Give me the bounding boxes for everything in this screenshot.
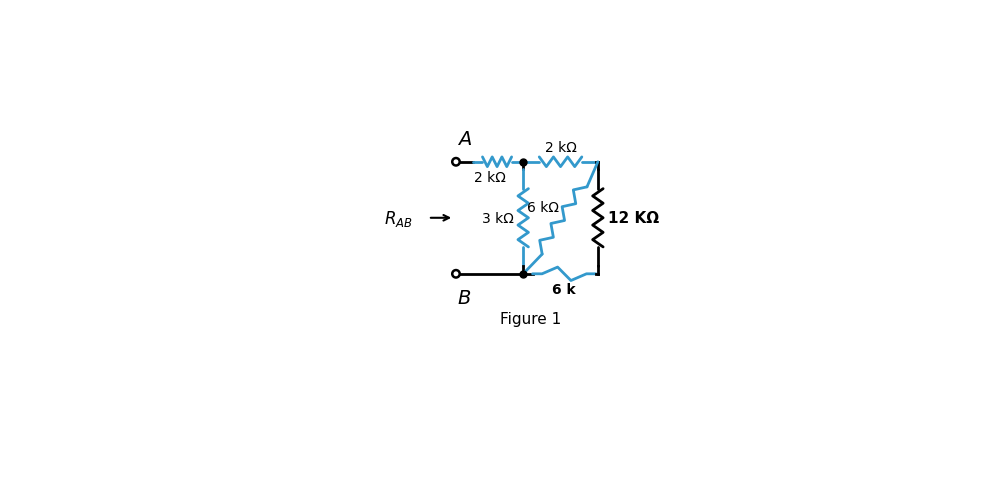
- Text: 2 kΩ: 2 kΩ: [544, 140, 576, 154]
- Text: 6 kΩ: 6 kΩ: [526, 201, 558, 214]
- Text: 2 kΩ: 2 kΩ: [474, 171, 505, 184]
- Text: B: B: [458, 288, 472, 307]
- Text: A: A: [458, 129, 472, 148]
- Text: 6 k: 6 k: [552, 283, 576, 296]
- Text: 3 kΩ: 3 kΩ: [482, 212, 513, 226]
- Text: 12 KΩ: 12 KΩ: [608, 211, 659, 226]
- Text: Figure 1: Figure 1: [500, 312, 561, 327]
- Text: $R_{AB}$: $R_{AB}$: [384, 208, 413, 228]
